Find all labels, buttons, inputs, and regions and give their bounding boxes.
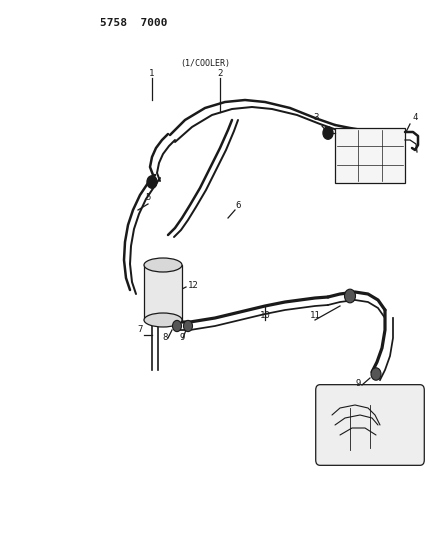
- Text: 6: 6: [235, 200, 241, 209]
- Circle shape: [172, 320, 181, 332]
- Circle shape: [345, 289, 356, 303]
- Text: 7: 7: [137, 326, 143, 335]
- Circle shape: [323, 127, 333, 139]
- Circle shape: [184, 320, 193, 332]
- Text: 12: 12: [187, 280, 198, 289]
- Text: 9: 9: [355, 378, 361, 387]
- Bar: [335, 128, 405, 183]
- Ellipse shape: [144, 258, 182, 272]
- FancyBboxPatch shape: [316, 385, 424, 465]
- Text: 5758  7000: 5758 7000: [100, 18, 167, 28]
- Ellipse shape: [144, 313, 182, 327]
- Circle shape: [147, 176, 157, 188]
- Text: 8: 8: [162, 334, 168, 343]
- Text: 1: 1: [149, 69, 155, 77]
- Circle shape: [371, 368, 381, 380]
- Text: 2: 2: [217, 69, 223, 77]
- Text: 10: 10: [260, 311, 270, 319]
- Text: 9: 9: [179, 334, 185, 343]
- Text: 4: 4: [412, 114, 418, 123]
- Text: (1/COOLER): (1/COOLER): [180, 59, 230, 68]
- Bar: [144, 265, 182, 320]
- Text: 11: 11: [309, 311, 321, 319]
- Text: 3: 3: [313, 114, 319, 123]
- Text: 5: 5: [146, 193, 151, 203]
